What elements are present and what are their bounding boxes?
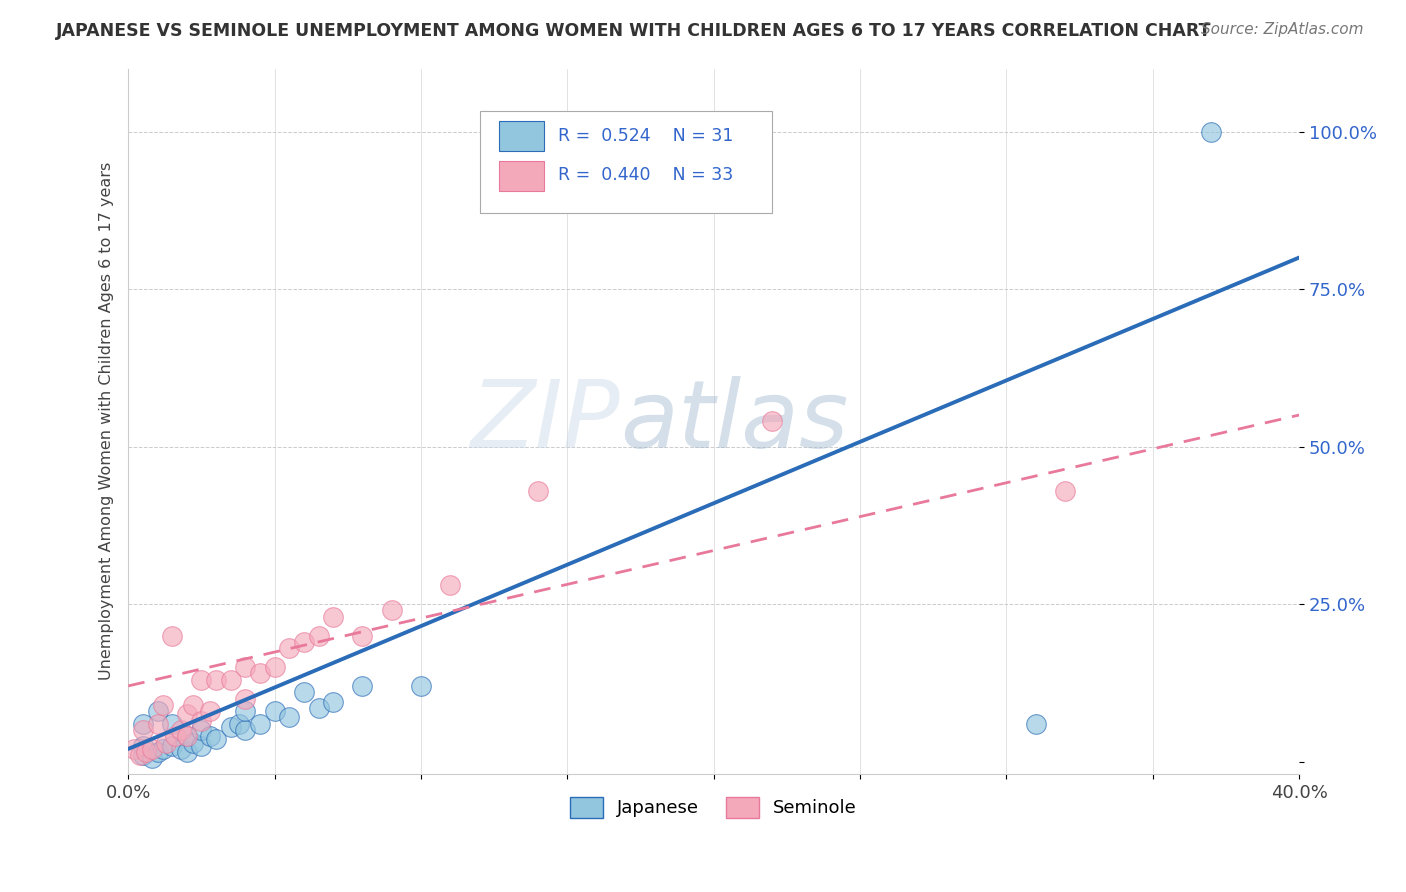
Point [190, 714, 212, 728]
Point [190, 723, 212, 737]
Point [135, 745, 157, 759]
Point [170, 723, 193, 737]
Text: ZIP: ZIP [471, 376, 620, 467]
Point [219, 673, 242, 687]
Point [308, 701, 330, 715]
FancyBboxPatch shape [479, 111, 772, 213]
Point [176, 729, 198, 743]
Point [1053, 483, 1076, 498]
Point [160, 739, 183, 753]
Text: R =  0.524    N = 31: R = 0.524 N = 31 [558, 127, 734, 145]
Y-axis label: Unemployment Among Women with Children Ages 6 to 17 years: Unemployment Among Women with Children A… [100, 162, 114, 681]
Point [409, 679, 432, 693]
Point [352, 628, 374, 642]
Point [190, 673, 212, 687]
Point [233, 660, 256, 674]
Point [181, 698, 204, 712]
Point [292, 685, 315, 699]
Point [249, 666, 271, 681]
Point [132, 748, 155, 763]
Point [181, 736, 204, 750]
Point [308, 628, 330, 642]
Point [205, 732, 228, 747]
Point [1025, 716, 1047, 731]
Point [152, 698, 174, 712]
Point [233, 723, 256, 737]
Bar [499, 161, 544, 191]
Point [141, 742, 163, 756]
Point [352, 679, 374, 693]
Point [200, 704, 222, 718]
Point [219, 720, 242, 734]
Point [170, 742, 193, 756]
Point [278, 641, 301, 656]
Point [160, 716, 183, 731]
Point [155, 736, 177, 750]
Point [233, 704, 256, 718]
Point [176, 707, 198, 722]
Point [249, 716, 271, 731]
Point [129, 748, 152, 763]
Point [190, 739, 212, 753]
Point [146, 745, 169, 759]
Point [176, 745, 198, 759]
Point [263, 660, 285, 674]
Point [278, 710, 301, 724]
Point [176, 729, 198, 743]
Point [381, 603, 404, 617]
Text: Source: ZipAtlas.com: Source: ZipAtlas.com [1201, 22, 1364, 37]
Point [160, 628, 183, 642]
Text: atlas: atlas [620, 376, 848, 467]
Point [292, 635, 315, 649]
Point [233, 691, 256, 706]
Point [165, 729, 187, 743]
Text: JAPANESE VS SEMINOLE UNEMPLOYMENT AMONG WOMEN WITH CHILDREN AGES 6 TO 17 YEARS C: JAPANESE VS SEMINOLE UNEMPLOYMENT AMONG … [56, 22, 1212, 40]
Point [146, 716, 169, 731]
Point [1201, 124, 1223, 138]
Point [146, 704, 169, 718]
Point [263, 704, 285, 718]
Bar [499, 121, 544, 151]
Point [132, 739, 155, 753]
Text: R =  0.440    N = 33: R = 0.440 N = 33 [558, 166, 734, 184]
Point [132, 723, 155, 737]
Point [122, 742, 145, 756]
Point [761, 414, 783, 428]
Point [527, 483, 550, 498]
Point [322, 609, 344, 624]
Point [205, 673, 228, 687]
Point [322, 695, 344, 709]
Point [200, 729, 222, 743]
Point [132, 716, 155, 731]
Legend: Japanese, Seminole: Japanese, Seminole [564, 789, 865, 825]
Point [152, 742, 174, 756]
Point [141, 751, 163, 765]
Point [439, 578, 461, 592]
Point [228, 716, 250, 731]
